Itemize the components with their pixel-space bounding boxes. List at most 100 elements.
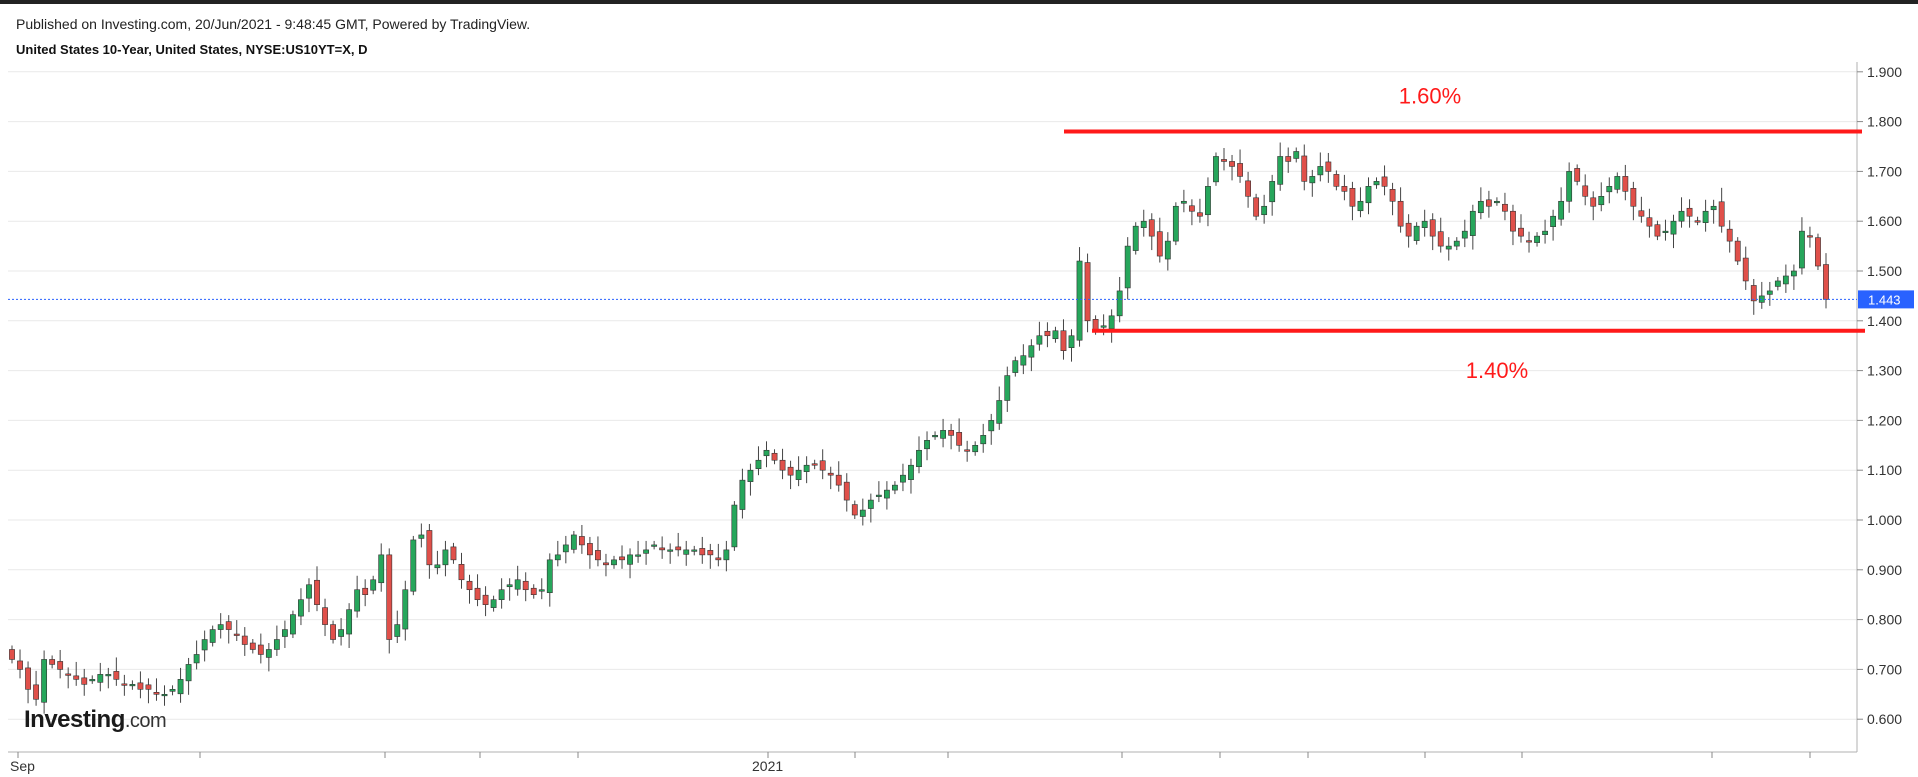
candle-body: [996, 400, 1003, 424]
candle-body: [1221, 159, 1227, 162]
candle-body: [1084, 262, 1091, 322]
candle-body: [659, 547, 666, 551]
candle-body: [867, 499, 874, 509]
candle-body: [450, 546, 457, 561]
candle-body: [1766, 290, 1773, 295]
candle-body: [900, 474, 906, 483]
candle-body: [1654, 224, 1661, 237]
candle-body: [763, 449, 770, 457]
candle-body: [241, 635, 248, 645]
candle-body: [1060, 330, 1067, 351]
candle-body: [1702, 210, 1709, 223]
candle-body: [1357, 200, 1364, 212]
candle-body: [1076, 260, 1083, 341]
candle-body: [570, 534, 577, 550]
candle-body: [546, 559, 553, 594]
candle-body: [1662, 230, 1669, 233]
candle-body: [1494, 200, 1500, 204]
candle-body: [916, 449, 922, 468]
annotation-label: 1.60%: [1399, 84, 1461, 109]
candle-body: [1790, 270, 1797, 277]
candle-body: [105, 674, 112, 677]
y-tick-label: 1.700: [1867, 163, 1902, 179]
candle-body: [803, 464, 810, 472]
last-price-badge: [1858, 290, 1914, 309]
support-resistance-levels: 1.60% 1.40%: [1064, 84, 1865, 383]
candle-body: [635, 554, 641, 557]
candle-body: [1807, 235, 1813, 238]
candle-body: [1606, 186, 1613, 193]
candle-body: [73, 675, 80, 680]
candle-body: [1582, 185, 1589, 197]
candle-body: [273, 639, 280, 650]
candle-body: [1397, 200, 1404, 227]
candle-body: [1526, 240, 1532, 243]
candle-body: [354, 589, 361, 612]
y-tick-label: 1.400: [1867, 313, 1902, 329]
candle-body: [1774, 280, 1781, 287]
candle-body: [1421, 220, 1428, 228]
candle-body: [1429, 219, 1436, 237]
candle-body: [458, 564, 465, 581]
candle-body: [314, 579, 320, 605]
candle-body: [1622, 176, 1629, 192]
chart-header: Published on Investing.com, 20/Jun/2021 …: [16, 14, 530, 60]
candle-body: [49, 659, 56, 665]
candle-body: [667, 549, 674, 552]
candle-body: [1301, 155, 1308, 182]
candles: [9, 142, 1829, 714]
candle-body: [346, 609, 353, 635]
candle-body: [482, 594, 489, 605]
candle-body: [1197, 212, 1203, 217]
candle-body: [426, 530, 433, 566]
candle-body: [1012, 360, 1019, 373]
candle-body: [1405, 222, 1412, 237]
candle-body: [1534, 235, 1540, 243]
candle-body: [1028, 345, 1035, 358]
candle-body: [1710, 205, 1717, 211]
y-tick-label: 1.800: [1867, 114, 1902, 130]
candle-body: [771, 452, 778, 461]
candle-body: [1694, 220, 1701, 223]
candle-body: [1590, 197, 1597, 207]
candle-body: [1518, 227, 1524, 237]
candle-body: [1036, 335, 1043, 345]
candle-body: [1124, 245, 1131, 289]
candle-body: [25, 667, 31, 690]
candle-body: [988, 420, 995, 432]
candle-body: [1148, 219, 1155, 237]
candle-body: [948, 430, 955, 436]
candle-body: [1437, 231, 1444, 247]
instrument-title: United States 10-Year, United States, NY…: [16, 42, 368, 57]
candle-body: [1670, 220, 1677, 235]
candle-body: [892, 484, 898, 491]
candle-body: [129, 684, 136, 687]
candle-body: [1164, 240, 1171, 260]
candle-body: [9, 649, 15, 660]
candle-body: [225, 621, 232, 630]
candle-body: [1100, 325, 1107, 328]
candle-body: [1309, 176, 1316, 184]
candle-body: [1269, 181, 1276, 203]
candle-body: [755, 459, 762, 470]
candle-body: [177, 679, 184, 695]
candle-body: [1188, 205, 1195, 212]
candle-body: [1237, 163, 1243, 177]
candle-body: [739, 479, 746, 510]
candle-body: [779, 459, 786, 471]
candle-body: [169, 689, 176, 692]
candle-body: [835, 474, 842, 486]
candle-body: [1020, 355, 1027, 366]
candle-body: [161, 693, 168, 697]
candle-body: [1044, 330, 1051, 337]
annotation-label: 1.40%: [1466, 358, 1528, 383]
candle-body: [1285, 156, 1292, 162]
candle-body: [1477, 200, 1484, 214]
candle-body: [1678, 210, 1685, 222]
candle-body: [1140, 220, 1147, 228]
candle-body: [643, 549, 650, 554]
candle-body: [1742, 257, 1749, 282]
candle-body: [715, 557, 722, 561]
candle-body: [338, 629, 344, 637]
